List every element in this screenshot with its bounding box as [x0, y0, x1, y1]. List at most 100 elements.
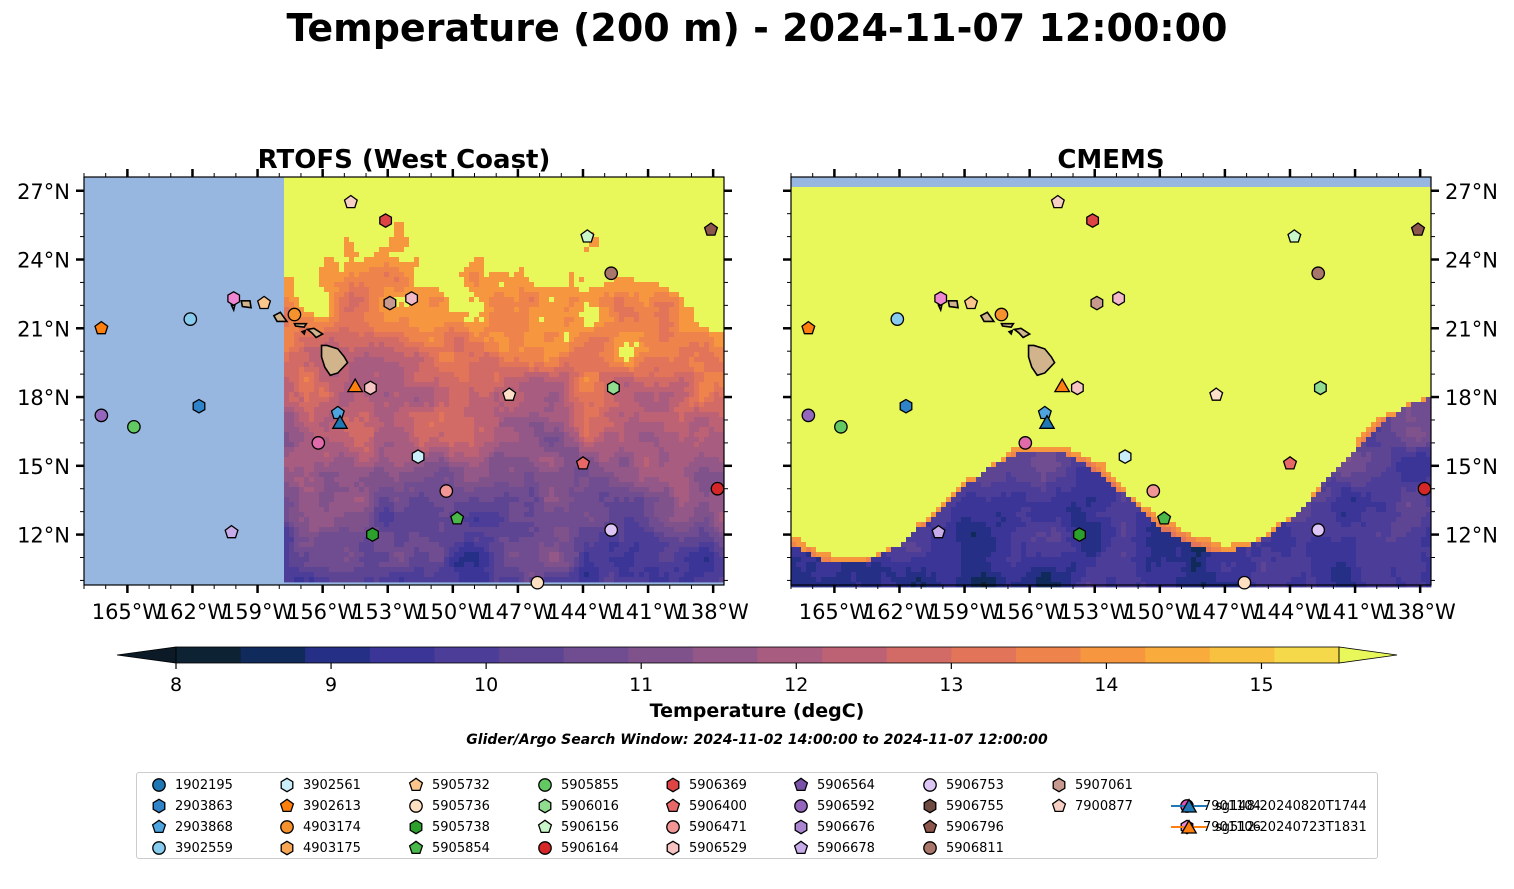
platform-marker — [1315, 381, 1327, 394]
legend-marker — [153, 799, 165, 812]
panel-title: CMEMS — [1057, 145, 1164, 175]
legend-item: 5906400 — [665, 796, 747, 816]
platform-marker — [412, 450, 424, 463]
platform-marker — [1147, 485, 1159, 497]
legend-marker-icon — [408, 797, 424, 815]
platform-marker — [95, 409, 107, 421]
legend-marker — [1053, 778, 1065, 791]
colorbar-segment — [951, 647, 1016, 663]
legend-marker-icon — [665, 818, 681, 836]
legend-item: 5906755 — [922, 796, 1004, 816]
legend-item: 5906471 — [665, 817, 747, 837]
platform-marker — [228, 292, 240, 305]
colorbar-tick-label: 9 — [325, 674, 337, 696]
legend-marker-icon — [793, 776, 809, 794]
legend-marker-icon — [537, 818, 553, 836]
legend-marker-icon — [793, 839, 809, 857]
y-tick-label: 24°N — [17, 249, 70, 273]
legend-item: 5906811 — [922, 838, 1004, 858]
x-tick-label: 153°W — [1059, 600, 1131, 624]
platform-marker — [1019, 437, 1031, 449]
y-tick-label: 27°N — [17, 180, 70, 204]
x-tick-label: 159°W — [222, 600, 294, 624]
panel-title: RTOFS (West Coast) — [258, 145, 551, 175]
platform-marker — [1312, 524, 1324, 536]
colorbar-over-extend — [1339, 647, 1397, 663]
platform-marker — [891, 313, 903, 325]
platform-marker — [380, 214, 392, 227]
legend-item: 5907061 — [1051, 775, 1133, 795]
platform-marker — [1113, 292, 1125, 305]
legend-item: 5906753 — [922, 775, 1004, 795]
legend-marker — [153, 842, 165, 854]
y-tick-label: 18°N — [1445, 386, 1498, 410]
colorbar-segment — [1016, 647, 1081, 663]
colorbar-segment — [628, 647, 693, 663]
legend-marker-icon — [408, 818, 424, 836]
x-tick-label: 162°W — [864, 600, 936, 624]
legend-label: 5906811 — [946, 841, 1004, 856]
colorbar-tick-label: 14 — [1094, 674, 1118, 696]
legend-marker — [539, 779, 551, 791]
colorbar-segment — [564, 647, 629, 663]
colorbar-segment — [241, 647, 306, 663]
legend-label: 5907061 — [1075, 778, 1133, 793]
legend-marker-icon — [151, 776, 167, 794]
x-tick-label: 138°W — [677, 600, 749, 624]
platform-marker — [605, 267, 617, 279]
legend-label: 5906753 — [946, 778, 1004, 793]
legend-item: 5906796 — [922, 817, 1004, 837]
legend-item: 2903868 — [151, 817, 233, 837]
colorbar-under-extend — [117, 647, 176, 663]
colorbar-tick-label: 15 — [1249, 674, 1273, 696]
platform-marker — [440, 485, 452, 497]
legend-item: 5906164 — [537, 838, 619, 858]
platform-marker — [531, 577, 543, 589]
x-tick-label: 162°W — [157, 600, 229, 624]
legend-item: 5906564 — [793, 775, 875, 795]
legend-marker — [281, 799, 294, 811]
legend-marker-icon — [151, 818, 167, 836]
legend-label: sg512-20240723T1831 — [1215, 820, 1367, 835]
legend-marker-icon — [1051, 797, 1067, 815]
platform-marker — [1091, 296, 1103, 309]
colorbar-tick-label: 10 — [474, 674, 498, 696]
legend-item: 4903174 — [279, 817, 361, 837]
legend-label: 5906676 — [817, 820, 875, 835]
legend-marker — [153, 820, 166, 832]
legend-item: 4903175 — [279, 838, 361, 858]
legend-label: 3902613 — [303, 799, 361, 814]
legend-marker — [539, 799, 551, 812]
legend-marker-icon — [922, 797, 938, 815]
legend-label: 5906369 — [689, 778, 747, 793]
legend-item: 1902195 — [151, 775, 233, 795]
legend-label: 5906529 — [689, 841, 747, 856]
colorbar-segment — [693, 647, 758, 663]
platform-marker — [1418, 483, 1430, 495]
y-tick-label: 24°N — [1445, 249, 1498, 273]
y-tick-label: 12°N — [17, 524, 70, 548]
x-tick-label: 144°W — [1254, 600, 1326, 624]
x-tick-label: 141°W — [1319, 600, 1391, 624]
legend-marker — [539, 820, 552, 832]
legend-marker — [667, 799, 680, 811]
legend-label: sg148-20240820T1744 — [1215, 799, 1367, 814]
x-tick-label: 165°W — [799, 600, 871, 624]
colorbar-segment — [370, 647, 435, 663]
colorbar-segment — [499, 647, 564, 663]
legend-item: 3902613 — [279, 796, 361, 816]
legend-item: sg148-20240820T1744 — [1171, 796, 1367, 816]
legend-marker — [667, 821, 679, 833]
platform-marker — [128, 421, 140, 433]
legend-marker-icon — [279, 797, 295, 815]
platform-marker — [1072, 381, 1084, 394]
search-window-note: Glider/Argo Search Window: 2024-11-02 14… — [0, 732, 1514, 748]
legend-label: 5906592 — [817, 799, 875, 814]
legend-marker-icon — [922, 818, 938, 836]
legend-label: 5906156 — [561, 820, 619, 835]
legend-marker — [924, 799, 936, 812]
legend-item: 2903863 — [151, 796, 233, 816]
legend-item: 5905732 — [408, 775, 490, 795]
y-tick-label: 12°N — [1445, 524, 1498, 548]
x-tick-label: 150°W — [1124, 600, 1196, 624]
